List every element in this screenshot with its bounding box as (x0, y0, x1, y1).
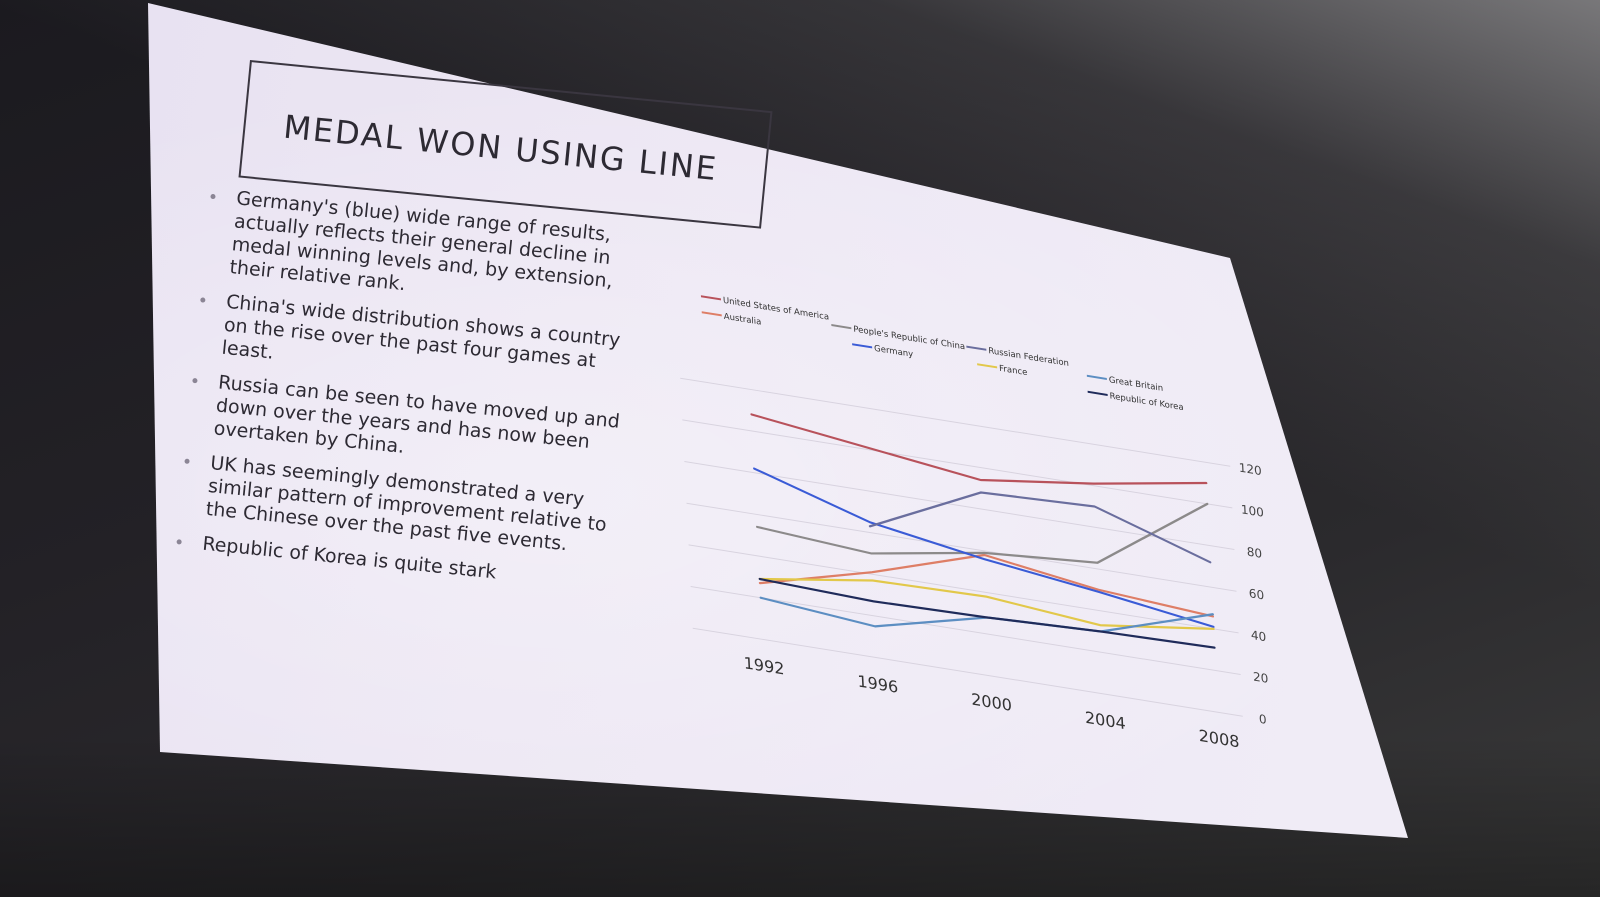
y-tick-label: 80 (1246, 545, 1262, 561)
series-line-australia (758, 553, 1215, 618)
series-line-russian-federation (868, 491, 1212, 564)
gridline (686, 502, 1237, 592)
series-line-republic-of-korea (758, 577, 1216, 649)
legend-label: People's Republic of China (853, 325, 965, 353)
legend-item: Republic of Korea (1087, 390, 1184, 413)
legend-swatch (1087, 390, 1108, 396)
chart-plane: United States of America Australia People'… (655, 270, 1274, 751)
x-tick-label: 2000 (971, 690, 1013, 715)
chart-series (750, 413, 1216, 649)
bullet-dot-icon (210, 193, 216, 200)
bullet-dot-icon (184, 458, 190, 465)
x-axis-ticks: 1992 1996 2000 2004 2008 (743, 653, 1240, 751)
legend-label: Republic of Korea (1109, 391, 1183, 413)
y-tick-label: 120 (1238, 461, 1262, 479)
series-line-germany (753, 467, 1215, 628)
chart-gridlines (680, 377, 1243, 717)
slide-title: MEDAL WON USING LINE (281, 107, 720, 189)
y-tick-label: 60 (1249, 586, 1265, 602)
gridline (688, 544, 1239, 634)
legend-swatch (1086, 374, 1107, 380)
series-line-people-s-republic-of-china (756, 502, 1209, 564)
medal-line-chart: United States of America Australia People'… (655, 270, 1345, 751)
legend-item: Germany (852, 343, 914, 360)
legend-swatch (701, 311, 722, 317)
y-tick-label: 0 (1259, 712, 1267, 727)
gridline (690, 586, 1241, 676)
gridline (682, 419, 1233, 509)
legend-swatch (852, 343, 873, 349)
bullet-dot-icon (176, 539, 182, 545)
legend-swatch (700, 295, 721, 301)
legend-swatch (966, 345, 987, 351)
legend-label: Australia (724, 312, 762, 328)
gridline (684, 461, 1235, 551)
x-tick-label: 2004 (1084, 708, 1126, 733)
legend-swatch (977, 363, 998, 369)
legend-item: Australia (701, 311, 762, 328)
y-tick-label: 20 (1253, 670, 1269, 686)
bullet-dot-icon (192, 377, 198, 384)
legend-label: France (999, 364, 1028, 378)
bullet-dot-icon (200, 297, 206, 303)
legend-item: France (977, 363, 1028, 378)
gridline (692, 627, 1243, 717)
y-tick-label: 40 (1251, 628, 1267, 644)
bullet-list: Germany's (blue) wide range of results, … (170, 184, 645, 607)
legend-item: United States of America (700, 295, 829, 323)
x-tick-label: 1996 (857, 671, 899, 696)
gridline (680, 377, 1231, 467)
legend-item: Great Britain (1086, 374, 1164, 394)
x-tick-label: 1992 (743, 653, 785, 678)
y-tick-label: 100 (1241, 502, 1265, 520)
x-tick-label: 2008 (1198, 726, 1240, 751)
legend-label: Germany (874, 344, 914, 360)
y-axis-ticks: 0 20 40 60 80 100 120 (1238, 461, 1269, 727)
legend-swatch (831, 324, 852, 330)
legend-label: Great Britain (1109, 375, 1164, 394)
series-line-united-states-of-america (750, 413, 1208, 485)
